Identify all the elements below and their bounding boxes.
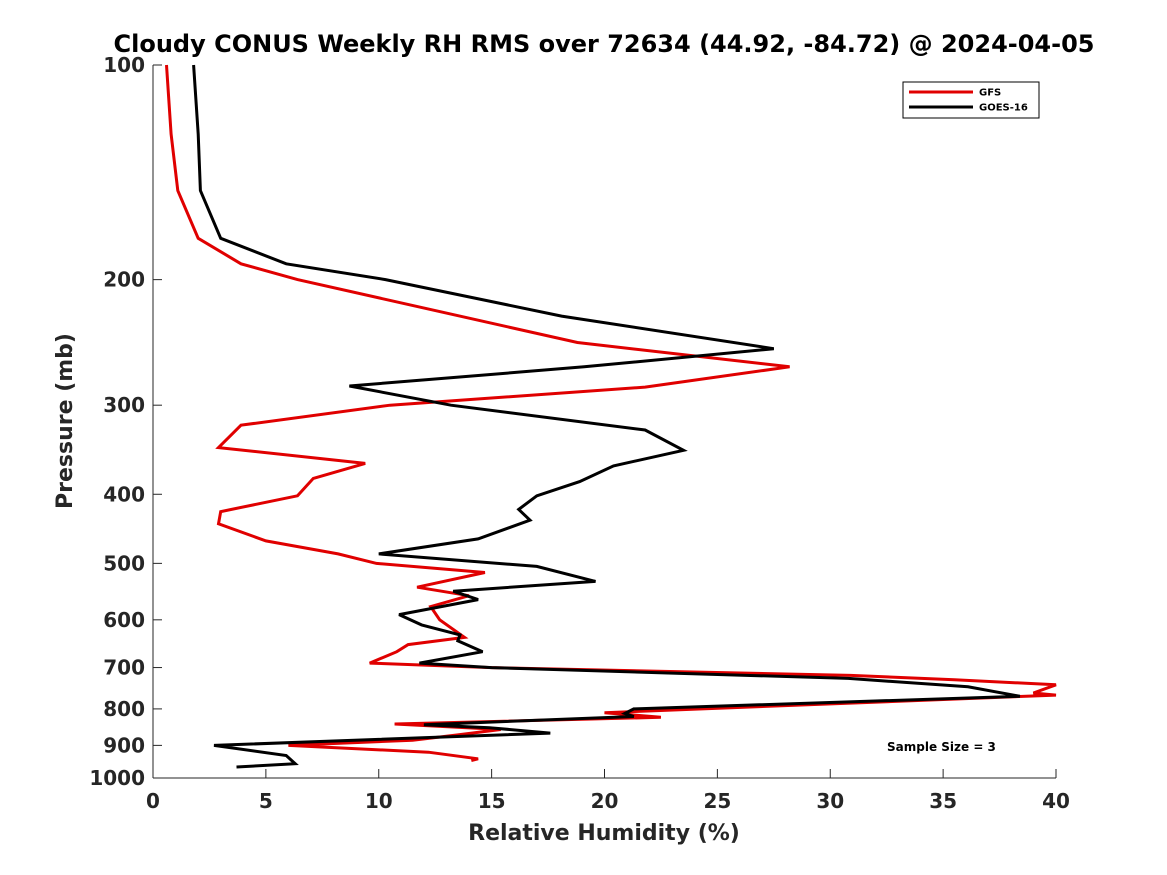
y-tick-label: 200 [103, 268, 145, 292]
sample-size-annotation: Sample Size = 3 [887, 740, 996, 754]
x-tick-label: 15 [478, 789, 506, 813]
x-tick-label: 25 [703, 789, 731, 813]
legend-box [902, 81, 1040, 119]
y-axis-label: Pressure (mb) [53, 333, 78, 509]
y-tick-label: 400 [103, 482, 145, 506]
y-tick-label: 600 [103, 608, 145, 632]
x-axis-label: Relative Humidity (%) [468, 821, 740, 846]
x-tick-label: 0 [146, 789, 160, 813]
x-tick-label: 40 [1042, 789, 1070, 813]
y-tick-label: 900 [103, 733, 145, 757]
y-tick-label: 1000 [89, 766, 145, 790]
y-axis: 100 200 300 400 500 600 700 800 900 1000 [89, 53, 162, 790]
y-tick-label: 100 [103, 53, 145, 77]
legend-label-gfs: GFS [979, 88, 1001, 99]
x-tick-label: 30 [816, 789, 844, 813]
chart-title: Cloudy CONUS Weekly RH RMS over 72634 (4… [114, 30, 1095, 58]
x-tick-label: 35 [929, 789, 957, 813]
series-line-goes16 [192, 64, 1021, 769]
legend: GFS GOES-16 [902, 81, 1040, 119]
y-tick-label: 300 [103, 393, 145, 417]
x-tick-label: 20 [591, 789, 619, 813]
x-axis: 0 5 10 15 20 25 30 35 40 [146, 769, 1070, 813]
x-tick-label: 5 [259, 789, 273, 813]
y-tick-label: 700 [103, 656, 145, 680]
y-tick-label: 500 [103, 551, 145, 575]
x-tick-label: 10 [365, 789, 393, 813]
plot-area [165, 64, 1057, 769]
legend-label-goes16: GOES-16 [979, 103, 1028, 114]
y-tick-label: 800 [103, 697, 145, 721]
